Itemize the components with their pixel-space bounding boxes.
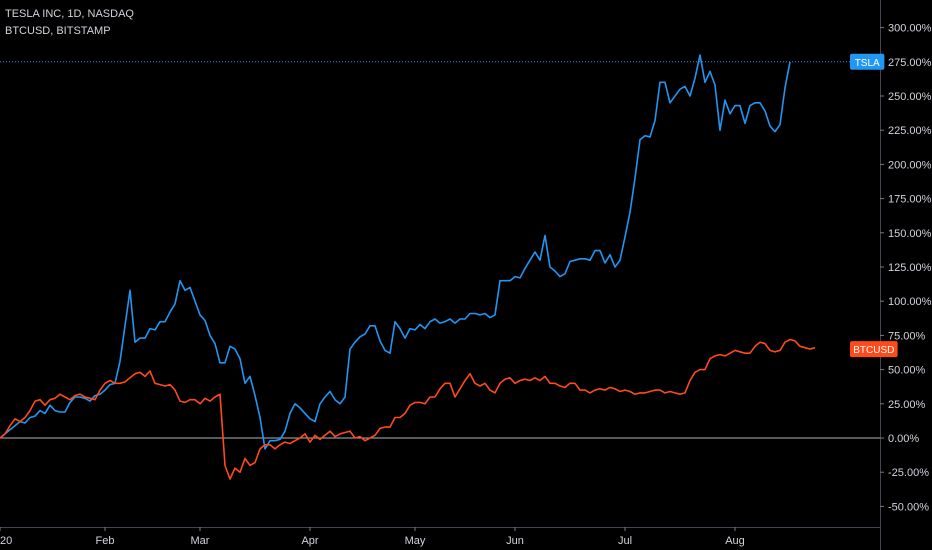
series-axis-label-btcusd: BTCUSD (853, 345, 894, 356)
x-tick-label: Aug (725, 535, 745, 547)
series-axis-label-tsla: TSLA (855, 58, 880, 69)
y-tick-label: 125.00% (888, 262, 932, 274)
x-tick-label: Apr (301, 535, 318, 547)
label-layer: TSLA BTCUSD (850, 53, 898, 358)
y-tick-label: -25.00% (888, 467, 929, 479)
y-tick-label: 100.00% (888, 296, 932, 308)
y-tick-label: 75.00% (888, 330, 926, 342)
y-tick-label: 225.00% (888, 125, 932, 137)
y-tick-label: 275.00% (888, 57, 932, 69)
legend-symbol-line: TESLA INC, 1D, NASDAQ (5, 8, 134, 20)
y-tick-label: 50.00% (888, 365, 926, 377)
x-tick-label: May (405, 535, 426, 547)
series-line-btcusd (0, 338, 816, 480)
series-axis-label-bg-tsla (850, 53, 885, 70)
legend-compare-line: BTCUSD, BITSTAMP (5, 25, 111, 37)
x-tick-label: Feb (96, 535, 115, 547)
x-tick-label: Jul (618, 535, 632, 547)
y-tick-label: 175.00% (888, 194, 932, 206)
chart-legend: TESLA INC, 1D, NASDAQ BTCUSD, BITSTAMP (5, 6, 134, 40)
series-line-tsla (0, 54, 791, 450)
y-tick-label: 250.00% (888, 91, 932, 103)
y-tick-label: -50.00% (888, 501, 929, 513)
y-tick-label: 25.00% (888, 399, 926, 411)
x-tick-label: 20 (0, 535, 12, 547)
x-tick-label: Mar (191, 535, 210, 547)
y-tick-label: 300.00% (888, 23, 932, 35)
y-tick-label: 0.00% (888, 433, 919, 445)
y-tick-label: 150.00% (888, 228, 932, 240)
y-tick-label: 200.00% (888, 159, 932, 171)
series-layer (0, 54, 816, 480)
x-tick-label: Jun (506, 535, 524, 547)
series-axis-label-bg-btcusd (850, 341, 898, 358)
grid-layer (0, 61, 880, 439)
